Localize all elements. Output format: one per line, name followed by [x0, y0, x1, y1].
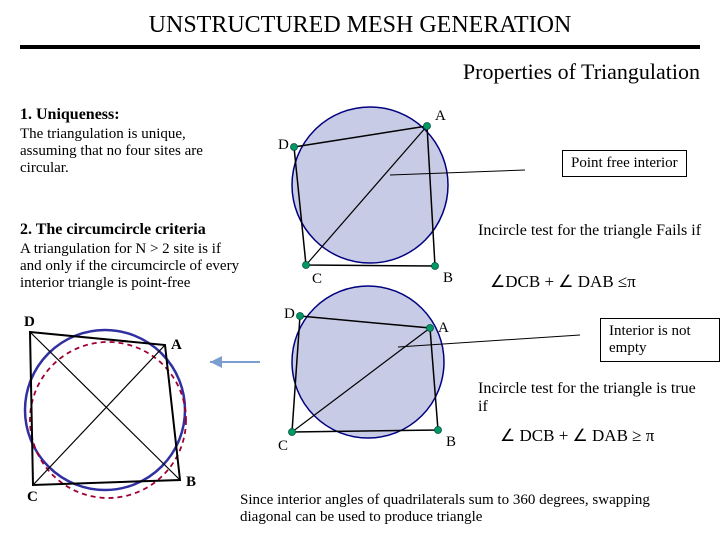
formula-fails: ∠DCB + ∠ DAB ≤π	[490, 272, 636, 292]
box-point-free: Point free interior	[562, 150, 687, 177]
box-not-empty: Interior is not empty	[600, 318, 720, 362]
bottom-note: Since interior angles of quadrilaterals …	[240, 492, 700, 526]
note-fails: Incircle test for the triangle Fails if	[478, 222, 708, 240]
box-not-empty-text: Interior is not empty	[600, 318, 720, 362]
arrow-icon	[0, 0, 720, 540]
note-true: Incircle test for the triangle is true i…	[478, 380, 708, 416]
formula-true: ∠ DCB + ∠ DAB ≥ π	[500, 426, 654, 446]
box-point-free-text: Point free interior	[562, 150, 687, 177]
